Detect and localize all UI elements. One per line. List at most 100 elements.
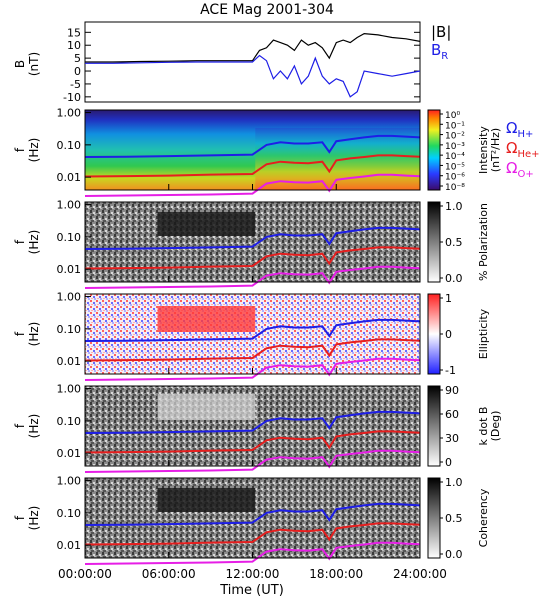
colorbar-kdotb: [427, 385, 441, 467]
legend-omega-h: ΩH+: [506, 119, 533, 140]
colorbar-label: Intensity: [477, 126, 490, 174]
panel-b-y-tick-label: 15: [67, 26, 81, 39]
gyro-line-h: [84, 502, 421, 526]
gyro-line-he: [84, 430, 421, 454]
panel-intensity: 1.00 0.10 0.01 f (Hz) 10⁰10⁻¹10⁻²10⁻³10⁻⁴10⁻⁵…: [13, 107, 502, 197]
gyro-line-o: [84, 541, 421, 565]
colorbar-tick-label: 10⁻⁵: [445, 162, 465, 172]
gyro-line-h: [84, 318, 421, 342]
freq-y-tick-label: 0.10: [57, 415, 82, 428]
freq-ylabel: (Hz): [27, 322, 41, 347]
freq-y-tick-label: 0.01: [57, 539, 82, 552]
spectral-panels: 1.000.100.01f (Hz)10⁰10⁻¹10⁻²10⁻³10⁻⁴10⁻⁵…: [13, 107, 502, 565]
colorbar-tick-label: 90: [445, 384, 459, 397]
gyro-line-o: [84, 265, 421, 289]
freq-ylabel: (Hz): [27, 138, 41, 163]
freq-ylabel: (Hz): [27, 230, 41, 255]
panel-b-y-tick-label: 5: [74, 52, 81, 65]
colorbar-tick-label: -1: [445, 364, 456, 377]
freq-y-tick-label: 0.01: [57, 263, 82, 276]
colorbar-tick-label: 0: [445, 456, 452, 469]
high-value-region: [157, 488, 256, 512]
gyro-line-o: [84, 173, 421, 197]
panel-kdotb: 1.00 0.10 0.01 f (Hz) 90 60 30 0 k dot B (Deg): [13, 383, 502, 473]
colorbar-label: (nT²/Hz): [489, 128, 502, 172]
chart-title: ACE Mag 2001-304: [200, 2, 334, 18]
gyro-line-o: [84, 449, 421, 473]
legend-omega-he: ΩHe+: [506, 139, 540, 160]
colorbar-tick-label: 60: [445, 408, 459, 421]
freq-ylabel: f: [13, 147, 27, 152]
gyro-line-he: [84, 246, 421, 270]
panel-ellipticity: 1.00 0.10 0.01 f (Hz) 1 0 -1 Ellipticity: [13, 291, 490, 381]
colorbar-tick-label: 10⁻⁶: [445, 173, 465, 183]
gyro-line-he: [84, 338, 421, 362]
colorbar-label: % Polarization: [477, 203, 490, 281]
freq-y-tick-label: 1.00: [57, 199, 82, 212]
freq-ylabel: (Hz): [27, 414, 41, 439]
colorbar-tick-label: 0.0: [445, 272, 463, 285]
gyro-line-he: [84, 154, 421, 178]
freq-y-tick-label: 1.00: [57, 291, 82, 304]
positive-ellipticity-region: [157, 306, 256, 332]
colorbar-tick-label: 0.5: [445, 236, 463, 249]
freq-ylabel: (Hz): [27, 506, 41, 531]
freq-y-tick-label: 0.01: [57, 355, 82, 368]
x-tick-label: 00:00:00: [58, 567, 112, 581]
colorbar-intensity: [427, 109, 441, 191]
freq-y-tick-label: 0.10: [57, 139, 82, 152]
colorbar-tick-label: 0.5: [445, 512, 463, 525]
colorbar-tick-label: 1.0: [445, 200, 463, 213]
x-tick-label: 18:00:00: [309, 567, 363, 581]
legend-b-radial-sub: R: [441, 51, 448, 62]
panel-b-y-tick-label: -5: [70, 78, 81, 91]
freq-y-tick-label: 1.00: [57, 475, 82, 488]
legend-omega-o: ΩO+: [506, 159, 534, 180]
colorbar-tick-label: 10⁻²: [445, 132, 465, 142]
series-line-b-total: [85, 32, 421, 63]
legend-b-total: |B|: [431, 23, 451, 41]
freq-y-tick-label: 0.01: [57, 171, 82, 184]
freq-ylabel: f: [13, 239, 27, 244]
colorbar-coherency: [427, 477, 441, 559]
x-tick-label: 24:00:00: [393, 567, 447, 581]
low-angle-region: [157, 394, 256, 420]
panel-b-y-tick-label: 10: [67, 39, 81, 52]
colorbar-tick-label: 0: [445, 328, 452, 341]
gyro-line-h: [84, 226, 421, 250]
freq-y-tick-label: 0.10: [57, 323, 82, 336]
gyro-line-h: [84, 134, 421, 158]
colorbar-label: Ellipticity: [477, 308, 490, 359]
colorbar-tick-label: 30: [445, 432, 459, 445]
panel-b-y-tick-label: 0: [74, 65, 81, 78]
colorbar-tick-label: 1.0: [445, 476, 463, 489]
freq-y-tick-label: 1.00: [57, 107, 82, 120]
gyro-line-o: [84, 357, 421, 381]
colorbar-label: (Deg): [489, 411, 502, 442]
freq-y-tick-label: 0.01: [57, 447, 82, 460]
colorbar-tick-label: 10⁰: [445, 111, 460, 121]
panel-b-y-tick-label: -10: [63, 91, 81, 104]
gyro-legend: ΩH+ ΩHe+ ΩO+: [506, 119, 540, 180]
freq-ylabel: f: [13, 423, 27, 428]
freq-y-tick-label: 1.00: [57, 383, 82, 396]
freq-y-tick-label: 0.10: [57, 231, 82, 244]
panel-b-ylabel-1: B: [13, 60, 27, 68]
colorbar-tick-label: 10⁻⁴: [445, 152, 465, 162]
colorbar-label: Coherency: [477, 488, 490, 547]
panel-coherency: 1.00 0.10 0.01 f (Hz) 1.0 0.5 0.0 Coherency: [13, 475, 490, 565]
x-tick-label: 06:00:00: [142, 567, 196, 581]
colorbar-tick-label: 10⁻³: [445, 142, 465, 152]
colorbar-tick-label: 10⁻⁸: [445, 183, 465, 193]
legend-b-radial: BR: [431, 41, 448, 62]
x-tick-labels: 00:00:00 06:00:00 12:00:00 18:00:00 24:00:00: [58, 567, 447, 581]
x-axis-label: Time (UT): [219, 583, 284, 598]
freq-ylabel: f: [13, 515, 27, 520]
freq-ylabel: f: [13, 331, 27, 336]
colorbar-tick-label: 10⁻¹: [445, 121, 465, 131]
panel-b-ylabel-2: (nT): [27, 52, 41, 76]
high-value-region: [157, 212, 256, 236]
